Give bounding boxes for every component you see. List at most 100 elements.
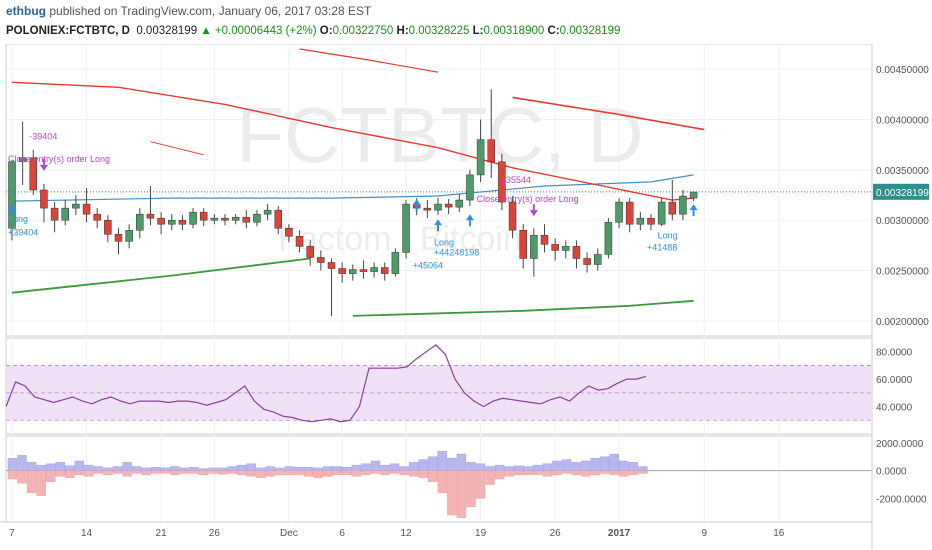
hist-bar-down <box>46 470 56 482</box>
hist-bar-up <box>485 466 495 471</box>
hist-bar-up <box>26 462 37 471</box>
hist-bar-down <box>504 470 514 477</box>
candle-body <box>615 201 623 223</box>
rsi-pane <box>5 344 872 423</box>
candle-body <box>594 254 602 265</box>
hist-bar-up <box>198 468 209 471</box>
trade-annotations: -39404 Close entry(s) order Long Long +3940… <box>8 132 698 271</box>
price-tick-label: 0.00250000 <box>876 267 929 278</box>
hist-bar-down <box>600 470 610 474</box>
trend-red-line <box>299 48 439 73</box>
time-tick-label: 16 <box>773 528 785 539</box>
hist-bar-up <box>552 460 562 471</box>
buy-arrow-icon <box>412 199 421 206</box>
candle-body <box>370 267 378 272</box>
price-tick-label: 0.00400000 <box>876 116 929 127</box>
hist-bar-down <box>141 470 151 476</box>
hist-bar-down <box>609 470 619 476</box>
hist-bar-up <box>418 459 428 471</box>
hist-bar-up <box>217 467 228 471</box>
pane-border <box>5 44 873 337</box>
hist-bar-down <box>93 470 104 474</box>
candle-body <box>583 258 591 265</box>
candle-body <box>125 230 133 242</box>
sell-arrow-icon <box>529 210 538 217</box>
hist-bar-up <box>590 457 600 471</box>
hist-bar-up <box>504 466 514 471</box>
hist-bar-down <box>418 470 428 478</box>
hist-bar-down <box>265 470 276 477</box>
time-tick-label: 19 <box>475 528 487 539</box>
candle-body <box>168 219 176 225</box>
hist-bar-up <box>609 453 619 471</box>
hist-bar-down <box>227 470 237 474</box>
candle-body <box>572 246 581 259</box>
time-tick-label: 14 <box>81 528 93 539</box>
hist-bar-down <box>74 470 85 476</box>
hist-bar-down <box>208 470 218 474</box>
candle-body <box>498 161 506 203</box>
hist-bar-up <box>275 467 285 471</box>
candle-body <box>604 221 613 255</box>
candle-body <box>476 139 485 176</box>
hist-bar-down <box>26 470 37 494</box>
hist-bar-up <box>131 466 142 471</box>
trend-red-short <box>150 141 204 156</box>
hist-bar-up <box>103 467 113 471</box>
hist-bar-up <box>437 451 448 471</box>
rsi-tick-label: 40.0000 <box>876 403 913 414</box>
hist-bar-down <box>628 470 639 476</box>
hist-bar-down <box>456 470 467 519</box>
hist-bar-up <box>256 467 266 471</box>
hist-bar-up <box>580 460 591 471</box>
hist-bar-down <box>523 470 533 476</box>
candlesticks <box>8 89 698 316</box>
hist-bar-up <box>428 456 438 471</box>
hist-bar-down <box>485 470 495 485</box>
chart-area[interactable]: FCTBTC, D Factom / Bitcoin -39404 Close e… <box>0 44 932 550</box>
hist-bar-up <box>619 460 629 471</box>
hist-bar-up <box>160 467 170 471</box>
hist-bar-up <box>466 462 476 471</box>
hist-bar-up <box>84 464 94 471</box>
symbol-label[interactable]: POLONIEX:FCTBTC, D <box>6 25 130 37</box>
axes: 0.00450000 0.00400000 0.00350000 0.00300000… <box>0 44 929 550</box>
candle-body <box>199 211 208 221</box>
hist-bar-up <box>112 466 123 471</box>
time-tick-label: 21 <box>156 528 168 539</box>
hist-bar-up <box>351 464 362 471</box>
candle-body <box>136 213 144 231</box>
candle-body <box>93 213 101 221</box>
rsi-tick-label: 60.0000 <box>876 375 913 386</box>
hist-bar-down <box>323 470 333 477</box>
hist-tick-label: 2000.0000 <box>876 439 924 450</box>
hist-bar-down <box>65 470 75 478</box>
hist-bar-up <box>361 463 371 471</box>
candle-body <box>61 207 69 221</box>
hist-bar-up <box>237 464 247 471</box>
price-tick-label: 0.00200000 <box>876 317 929 328</box>
candle-body <box>551 244 559 251</box>
hist-tick-label: -2000.0000 <box>876 494 927 505</box>
hist-bar-down <box>370 470 381 474</box>
candle-body <box>189 211 197 225</box>
hist-bar-up <box>494 464 505 471</box>
publish-info: published on TradingView.com, January 06… <box>49 4 372 18</box>
hist-bar-up <box>170 466 180 471</box>
hist-bar-down <box>284 470 295 476</box>
hist-bar-up <box>399 466 409 471</box>
hist-bar-down <box>380 470 390 476</box>
candle-body <box>381 267 389 274</box>
low-label: L: <box>472 25 484 37</box>
hist-bar-down <box>103 470 113 476</box>
candle-body <box>349 269 357 274</box>
candle-body <box>178 219 187 225</box>
hist-bar-down <box>580 470 591 477</box>
buy-arrow-icon <box>465 214 474 221</box>
author-link[interactable]: ethbug <box>6 4 46 18</box>
candle-body <box>455 199 464 208</box>
candle-body <box>338 268 346 274</box>
hist-bar-down <box>408 470 419 477</box>
hist-bar-up <box>456 453 467 471</box>
candle-body <box>402 203 410 253</box>
